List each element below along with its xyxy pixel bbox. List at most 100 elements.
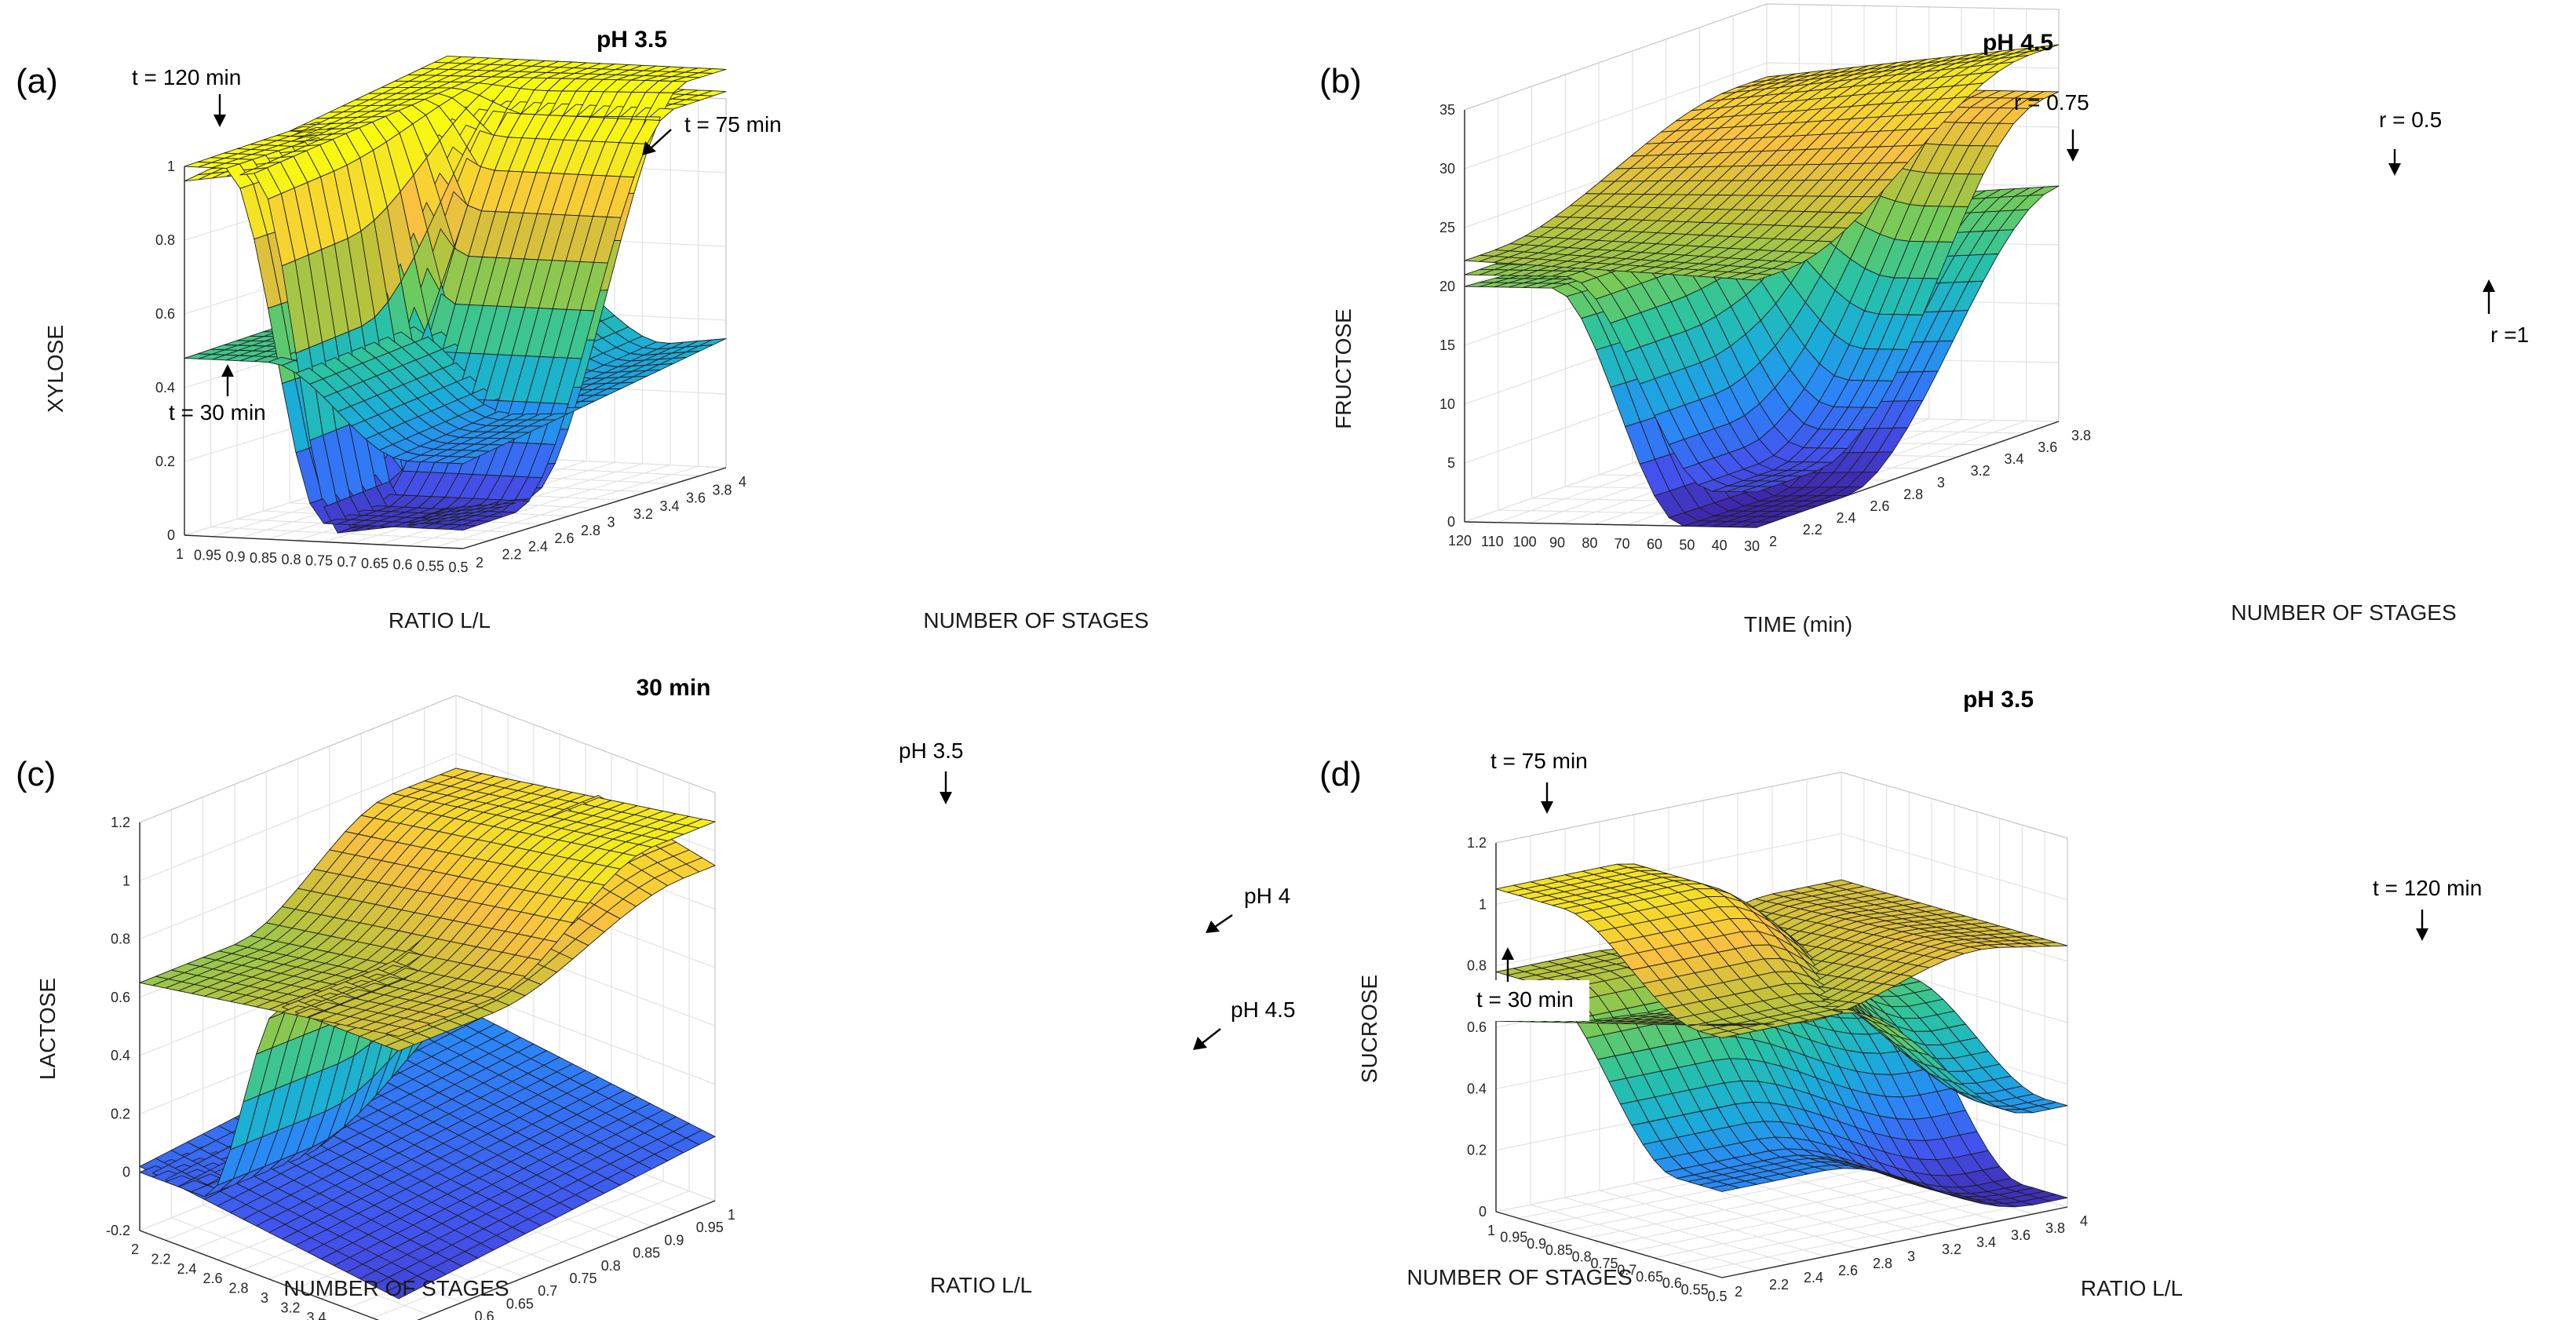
annotation-r1: r =1 bbox=[2490, 323, 2529, 347]
z-tick-label: 0.6 bbox=[111, 990, 130, 1005]
z-axis-label: XYLOSE bbox=[43, 325, 68, 413]
surface-plot-xylose: 00.20.40.60.811 0.95 0.9 0.85 0.8 0.75 0.7 0.65… bbox=[16, 27, 1149, 633]
annotation-t120: t = 120 min bbox=[132, 65, 241, 89]
y-tick-label: 0.9 bbox=[664, 1232, 684, 1248]
panel-d: 0 0.2 0.4 0.6 0.8 1 1.2 1 0.95 0.9 0.85 0.8 0.75 0.7 0… bbox=[1288, 660, 2576, 1320]
z-tick-label: 30 bbox=[1439, 161, 1455, 177]
x-tick-label: 3.4 bbox=[306, 1310, 326, 1320]
y-gridline bbox=[1599, 822, 1826, 1257]
ticks: 00.20.40.60.811 0.95 0.9 0.85 0.8 0.75 0.7 0.65… bbox=[155, 159, 746, 575]
y-axis-label: NUMBER OF STAGES bbox=[2231, 600, 2456, 625]
y-tick-label: 3.4 bbox=[2004, 451, 2023, 467]
y-tick-label: 2 bbox=[1769, 534, 1777, 549]
y-tick-label: 3.8 bbox=[2071, 428, 2091, 443]
z-tick-label: 1 bbox=[122, 873, 130, 888]
panel-label: (b) bbox=[1319, 62, 1362, 100]
x-axis-label: NUMBER OF STAGES bbox=[283, 1276, 509, 1300]
y-tick-label: 4 bbox=[739, 474, 746, 490]
z-axis-label: LACTOSE bbox=[35, 978, 60, 1080]
x-tick-label: 0.9 bbox=[225, 549, 245, 564]
z-tick-label: 0 bbox=[1447, 514, 1455, 530]
surface-face-ph-4-5 bbox=[385, 1283, 415, 1300]
z-tick-label: -0.2 bbox=[106, 1223, 130, 1238]
panel-label: (c) bbox=[16, 755, 56, 793]
z-tick-label: 0 bbox=[167, 527, 175, 543]
arrow-r075 bbox=[2067, 129, 2079, 162]
z-tick-label: 0.2 bbox=[155, 454, 175, 469]
x-tick-label: 0.7 bbox=[337, 554, 356, 570]
y-tick-label: 2.8 bbox=[1903, 487, 1923, 502]
y-tick-label: 2.6 bbox=[555, 531, 575, 546]
x-axis-line bbox=[139, 1230, 380, 1320]
y-tick-label: 2.8 bbox=[581, 523, 600, 538]
x-tick-label: 2.2 bbox=[151, 1251, 170, 1267]
z-tick-label: 1 bbox=[167, 159, 175, 174]
z-tick-label: 35 bbox=[1439, 102, 1455, 118]
panel-a: 0 0.2 0.4 0.6 0.8 1 1 0.95 0.9 0.85 0.8 0.75 0.7 0.65… bbox=[0, 0, 1288, 660]
x-axis-line bbox=[1495, 1211, 1723, 1278]
y-gridline bbox=[170, 809, 431, 1316]
annotation-t75: t = 75 min bbox=[684, 112, 782, 137]
z-tick-label: 0 bbox=[122, 1165, 130, 1180]
y-tick-label: 2.2 bbox=[502, 547, 522, 563]
x-tick-label: 0.8 bbox=[281, 552, 301, 567]
y-tick-label: 0.85 bbox=[633, 1245, 660, 1261]
x-tick-label: 2.8 bbox=[228, 1281, 248, 1296]
x-tick-label: 0.75 bbox=[305, 553, 333, 569]
z-tick-label: 0.8 bbox=[111, 932, 130, 947]
surface-face-t-30-min bbox=[448, 456, 477, 465]
surface-face-ph-4 bbox=[385, 1039, 415, 1052]
annotation-t30: t = 30 min bbox=[169, 400, 266, 425]
surface-face-ph-3-5 bbox=[385, 1026, 415, 1037]
surface-face-t-120-min bbox=[448, 524, 477, 531]
annotation-ph45: pH 4.5 bbox=[1231, 997, 1296, 1022]
y-tick-label: 2.2 bbox=[1803, 522, 1823, 538]
arrow-ph4 bbox=[1206, 914, 1233, 933]
panel-b: 0 5 10 15 20 25 30 35 120 110 100 90 80 70 60 50 40 30 2 2.… bbox=[1288, 0, 2576, 660]
annotation-r05: r = 0.5 bbox=[2379, 108, 2442, 132]
y-tick-label: 0.8 bbox=[601, 1258, 621, 1274]
x-tick-label: 0.55 bbox=[417, 558, 444, 574]
x-tick-label: 90 bbox=[1549, 534, 1565, 550]
x-axis-label: RATIO L/L bbox=[389, 608, 491, 633]
y-axis-line bbox=[1721, 1206, 2068, 1278]
z-gridline bbox=[1495, 771, 2068, 844]
y-tick-label: 0.7 bbox=[538, 1283, 557, 1299]
y-tick-label: 2.6 bbox=[1870, 498, 1889, 514]
y-axis-label: NUMBER OF STAGES bbox=[923, 608, 1148, 633]
x-axis-label: TIME (min) bbox=[1744, 612, 1852, 636]
x-tick-label: 100 bbox=[1513, 534, 1537, 550]
z-tick-label: 1.2 bbox=[111, 815, 130, 830]
z-tick-label: 5 bbox=[1447, 455, 1455, 471]
annotation-ph4: pH 4 bbox=[1244, 884, 1290, 908]
z-tick-label: 0.6 bbox=[155, 306, 175, 322]
x-tick-label: 80 bbox=[1582, 535, 1597, 551]
box-edge bbox=[139, 695, 716, 1201]
y-tick-label: 3.6 bbox=[686, 490, 706, 506]
x-tick-label: 0.6 bbox=[392, 557, 412, 573]
annotation-r075: r = 0.75 bbox=[2014, 90, 2089, 115]
x-axis-line bbox=[184, 534, 464, 549]
y-tick-label: 3.4 bbox=[660, 498, 680, 514]
z-tick-label: 25 bbox=[1439, 220, 1455, 235]
y-axis-line bbox=[462, 467, 727, 549]
z-tick-label: 0.4 bbox=[155, 380, 175, 396]
surface-face-r-0-75 bbox=[1741, 273, 1772, 281]
annotation-ph35: pH 3.5 bbox=[899, 738, 964, 763]
surfaces bbox=[1495, 863, 2068, 1208]
arrow-t75 bbox=[642, 129, 672, 155]
surface-plot-sucrose: 00.20.40.60.811.21 0.950.90.850.80.750.70… bbox=[1319, 687, 2482, 1304]
z-tick-label: 0.8 bbox=[155, 232, 175, 248]
box-edge bbox=[1495, 771, 2068, 1207]
x-tick-label: 50 bbox=[1679, 537, 1695, 552]
x-tick-label: 0.95 bbox=[194, 548, 221, 563]
z-tick-label: 0.2 bbox=[111, 1106, 130, 1121]
arrow-t120 bbox=[213, 94, 226, 127]
z-tick-label: 15 bbox=[1439, 337, 1455, 353]
y-tick-label: 3.8 bbox=[713, 482, 732, 498]
y-tick-label: 0.75 bbox=[570, 1271, 597, 1286]
x-tick-label: 1 bbox=[176, 546, 184, 562]
panel-label: (a) bbox=[16, 62, 58, 100]
